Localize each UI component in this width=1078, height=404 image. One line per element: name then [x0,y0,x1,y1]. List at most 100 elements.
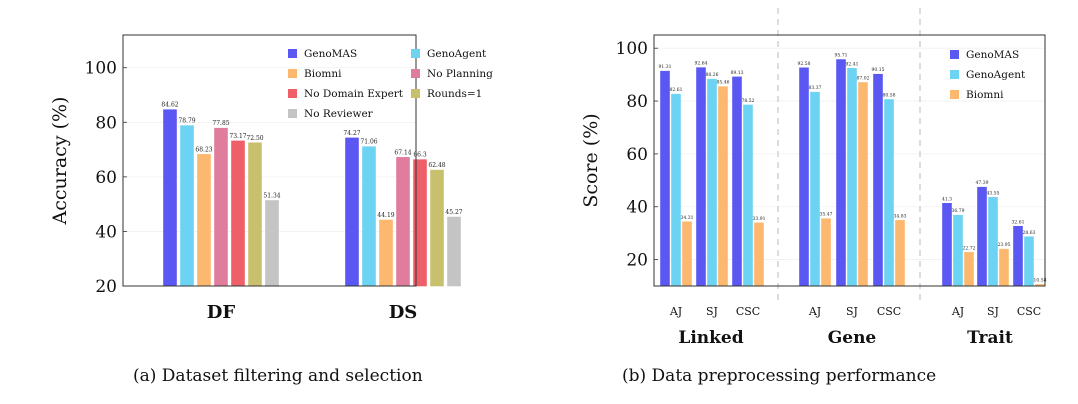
legend-label: Biomni [304,68,342,80]
data-label: 33.91 [753,216,766,222]
bar [836,59,846,287]
legend-swatch [411,89,420,98]
plot-frame [653,34,1046,287]
data-label: 73.17 [229,133,246,140]
bar [754,222,764,287]
legend-label: No Reviewer [304,108,374,120]
bar [682,221,692,287]
bar [988,197,998,287]
bar [379,219,393,287]
x-tick-label: CSC [1017,305,1041,318]
data-label: 45.27 [445,209,462,216]
data-label: 72.50 [246,135,263,142]
y-tick-label: 20 [626,251,648,271]
data-label: 80.58 [883,93,896,99]
legend-label: Biomni [966,89,1004,101]
bar [671,93,681,287]
data-label: 74.27 [343,130,360,137]
legend-swatch [288,49,297,58]
bar [718,86,728,287]
bar [799,67,809,287]
y-tick-label: 80 [95,113,117,133]
x-category-label: DS [389,302,418,323]
data-label: 83.37 [809,85,822,91]
bar [847,67,857,287]
x-tick-label: AJ [808,305,821,318]
data-label: 41.3 [942,196,952,202]
chart-dataset-filtering: 20 40 60 80 100 84.62 74.27 78.79 71.06 68.23 44.1… [49,34,493,323]
data-label: 85.46 [717,80,730,86]
legend-label: GenoAgent [427,48,487,60]
x-tick-label: CSC [736,305,760,318]
bar [396,157,410,287]
x-tick-label: AJ [951,305,964,318]
y-tick-label: 60 [626,145,648,165]
bar [743,104,753,287]
bar [265,200,279,287]
data-label: 84.62 [161,102,178,109]
bar [953,214,963,287]
bar [1013,225,1023,287]
data-label: 78.79 [178,118,195,125]
x-tick-label: SJ [987,305,999,318]
bar [660,70,670,287]
legend-swatch [411,49,420,58]
legend-label: GenoMAS [966,49,1019,61]
bar [1024,236,1034,287]
group-label: Linked [678,328,743,348]
data-label: 10.58 [1034,277,1047,283]
data-label: 51.34 [263,192,280,199]
data-label: 66.3 [413,152,427,159]
data-label: 77.85 [212,120,229,127]
y-axis-label: Accuracy (%) [49,97,71,226]
bar [821,218,831,287]
bar [231,140,245,287]
legend-swatch [411,69,420,78]
legend-label: GenoMAS [304,48,357,60]
caption-b: (b) Data preprocessing performance [622,366,937,386]
bar [413,159,427,287]
y-tick-label: 40 [95,222,117,242]
data-label: 71.06 [360,139,377,146]
data-label: 23.95 [998,242,1011,248]
bar [214,127,228,287]
data-label: 44.19 [377,212,394,219]
bar [732,76,742,287]
data-label: 34.31 [681,215,694,221]
bar [977,186,987,287]
bar [999,248,1009,287]
group-label: Gene [828,328,877,348]
y-tick-label: 80 [626,92,648,112]
bar [197,154,211,287]
bar [810,91,820,287]
data-label: 35.47 [820,212,833,218]
bar [345,137,359,287]
data-label: 36.79 [952,208,965,214]
data-label: 43.55 [987,190,1000,196]
data-label: 87.02 [857,76,870,82]
legend-label: No Planning [427,68,493,80]
bar [964,252,974,287]
data-label: 47.39 [976,180,989,186]
x-tick-label: SJ [846,305,858,318]
y-tick-label: 100 [85,59,117,79]
legend-label: GenoAgent [966,69,1026,81]
data-label: 92.58 [798,61,811,67]
bar [942,203,952,287]
group-label: Trait [967,328,1013,348]
data-label: 78.52 [742,98,755,104]
data-label: 91.31 [659,64,672,70]
bar [858,82,868,287]
data-label: 62.48 [428,162,445,169]
bar [163,109,177,287]
data-label: 92.64 [695,61,708,67]
x-category-label: DF [207,302,236,323]
y-axis-label: Score (%) [580,113,602,207]
bar [362,146,376,287]
data-label: 34.83 [894,213,907,219]
y-tick-label: 20 [95,277,117,297]
x-tick-label: SJ [706,305,718,318]
chart-data-preprocessing: 20 40 60 80 100 91.31 92.64 89.13 92.58 95.71 90.1… [580,8,1047,348]
bar [873,73,883,287]
